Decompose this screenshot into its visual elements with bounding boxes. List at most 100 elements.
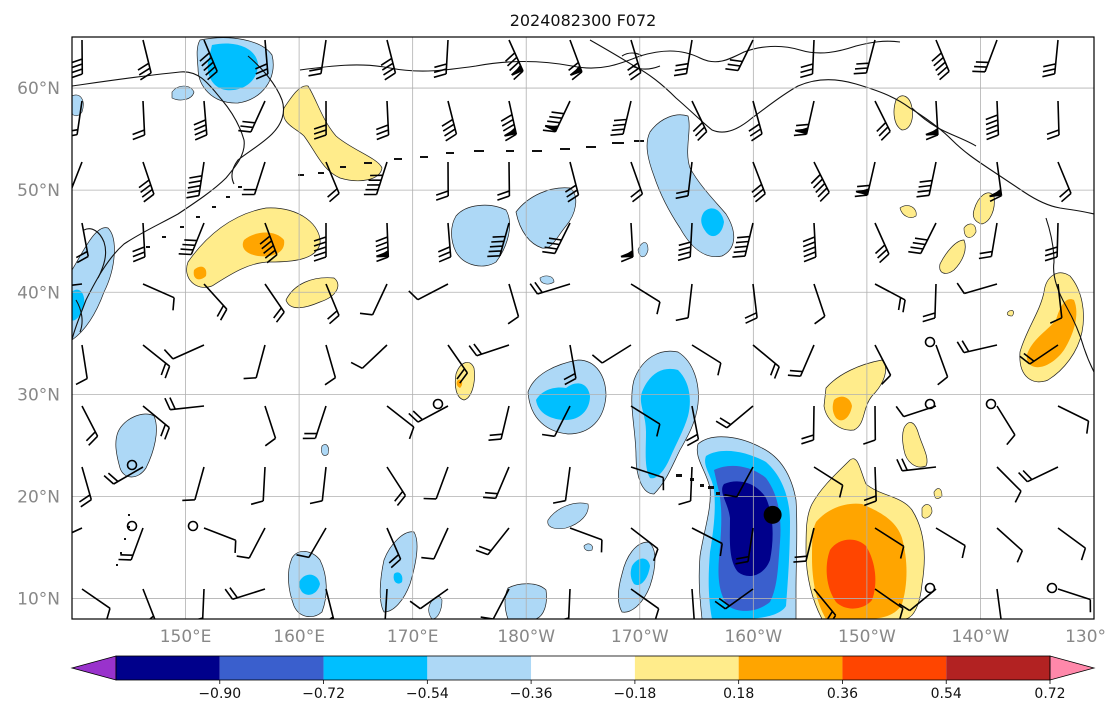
wind-barb: [752, 344, 780, 379]
wind-barb: [313, 223, 327, 262]
calm-circle: [1046, 582, 1058, 594]
wind-barb: [468, 343, 510, 357]
wind-barb: [813, 466, 844, 498]
wind-barb: [691, 527, 723, 557]
calm-circle: [985, 398, 997, 410]
wind-barb: [142, 405, 171, 440]
calm-circle: [126, 520, 138, 532]
wind-barb: [725, 39, 754, 72]
coast-chukotka: [299, 40, 901, 72]
contour-yellow-23n-136w: [902, 422, 928, 468]
wind-barb: [264, 283, 285, 323]
wind-barb: [178, 222, 205, 256]
wind-barb: [309, 466, 327, 505]
wind-barb: [996, 466, 1022, 503]
wind-barb: [630, 466, 665, 491]
lon-tick-label: 180°W: [497, 627, 555, 647]
wind-barb: [78, 466, 93, 508]
lon-tick-label: 150°W: [838, 627, 896, 647]
wind-barb: [138, 161, 155, 203]
wind-barb: [142, 344, 171, 379]
wind-barb: [627, 39, 642, 81]
wind-barb: [744, 283, 758, 324]
colorbar-swatch: [531, 656, 635, 680]
colorbar-extend-high: [1049, 655, 1096, 681]
contour-blob-okhotsk: [171, 85, 195, 101]
wind-barb: [186, 161, 205, 199]
wind-barb: [137, 39, 152, 81]
contour-blob-10n-178w: [504, 583, 547, 619]
storm-center-marker: [763, 505, 782, 524]
colorbar-extend-low: [70, 655, 117, 681]
colorbar-tick-label: −0.18: [613, 686, 656, 702]
wind-barb: [715, 405, 754, 429]
lat-tick-label: 60°N: [17, 79, 60, 99]
contour-blob-tiny-42n: [637, 242, 649, 258]
wind-barb: [1057, 405, 1090, 434]
wind-barb: [441, 100, 458, 142]
wind-barb: [978, 222, 998, 260]
wind-barb: [677, 222, 693, 262]
wind-barb: [591, 344, 632, 364]
wind-barb: [996, 405, 1016, 446]
wind-barb: [325, 283, 340, 325]
wind-barb: [854, 161, 876, 198]
wind-barb: [541, 405, 571, 438]
wind-barb: [308, 39, 327, 77]
colorbar-tick-label: −0.36: [510, 686, 553, 702]
wind-barb: [241, 161, 266, 196]
contour-yellow-45n-129w: [963, 223, 977, 238]
wind-barb: [793, 100, 815, 137]
wind-barb: [996, 527, 1024, 563]
wind-barb: [630, 161, 644, 203]
wind-barb: [243, 344, 266, 380]
wind-barb: [437, 222, 452, 263]
wind-barb: [384, 588, 388, 619]
wind-barb: [259, 222, 278, 264]
wind-barb: [324, 344, 337, 386]
calm-circle: [924, 336, 936, 348]
contour-main-positive-054: [826, 539, 876, 609]
hawaii-islands: [676, 474, 720, 495]
colorbar-outline: [115, 655, 1051, 681]
lat-tick-label: 40°N: [17, 283, 60, 303]
wind-barb: [956, 282, 998, 295]
lat-tick-label: 30°N: [17, 385, 60, 405]
coast-asia-north: [72, 71, 245, 341]
wind-barb: [751, 161, 766, 203]
wind-barb: [408, 283, 449, 301]
coastlines: [72, 39, 1094, 373]
colorbar-swatch: [116, 656, 220, 680]
contour-main-negative-090: [722, 481, 773, 576]
wind-barb: [1044, 222, 1059, 262]
wind-barb: [363, 161, 388, 196]
wind-barb: [863, 405, 877, 445]
colorbar-tick-label: 0.54: [931, 686, 962, 702]
calm-circle: [126, 459, 138, 471]
wind-barb-flag: [512, 64, 523, 76]
gridlines: [72, 37, 1095, 619]
wind-barb: [630, 405, 661, 437]
contour-yellow-18n-135w: [921, 504, 933, 519]
wind-barb: [675, 161, 693, 200]
wind-barb: [296, 527, 327, 559]
wind-barb: [75, 344, 88, 386]
wind-barb: [996, 588, 1002, 619]
wind-barb: [475, 527, 510, 556]
wind-barb: [386, 405, 415, 440]
map-title: 2024082300 F072: [510, 11, 657, 30]
colorbar-swatch: [219, 656, 324, 680]
wind-barb: [874, 100, 891, 141]
wind-barb: [874, 527, 905, 559]
wind-barb: [1057, 527, 1087, 561]
contour-blob-tiny-24n: [321, 444, 329, 456]
wind-barb: [813, 283, 826, 325]
wind-barb: [250, 466, 266, 506]
contour-fills: [72, 37, 1084, 619]
wind-barb: [193, 100, 208, 141]
wind-barb: [691, 588, 695, 619]
wind-barb: [238, 100, 266, 133]
wind-barb: [72, 283, 83, 286]
wind-barb: [529, 281, 571, 295]
contour-core-aleutian: [701, 208, 724, 237]
